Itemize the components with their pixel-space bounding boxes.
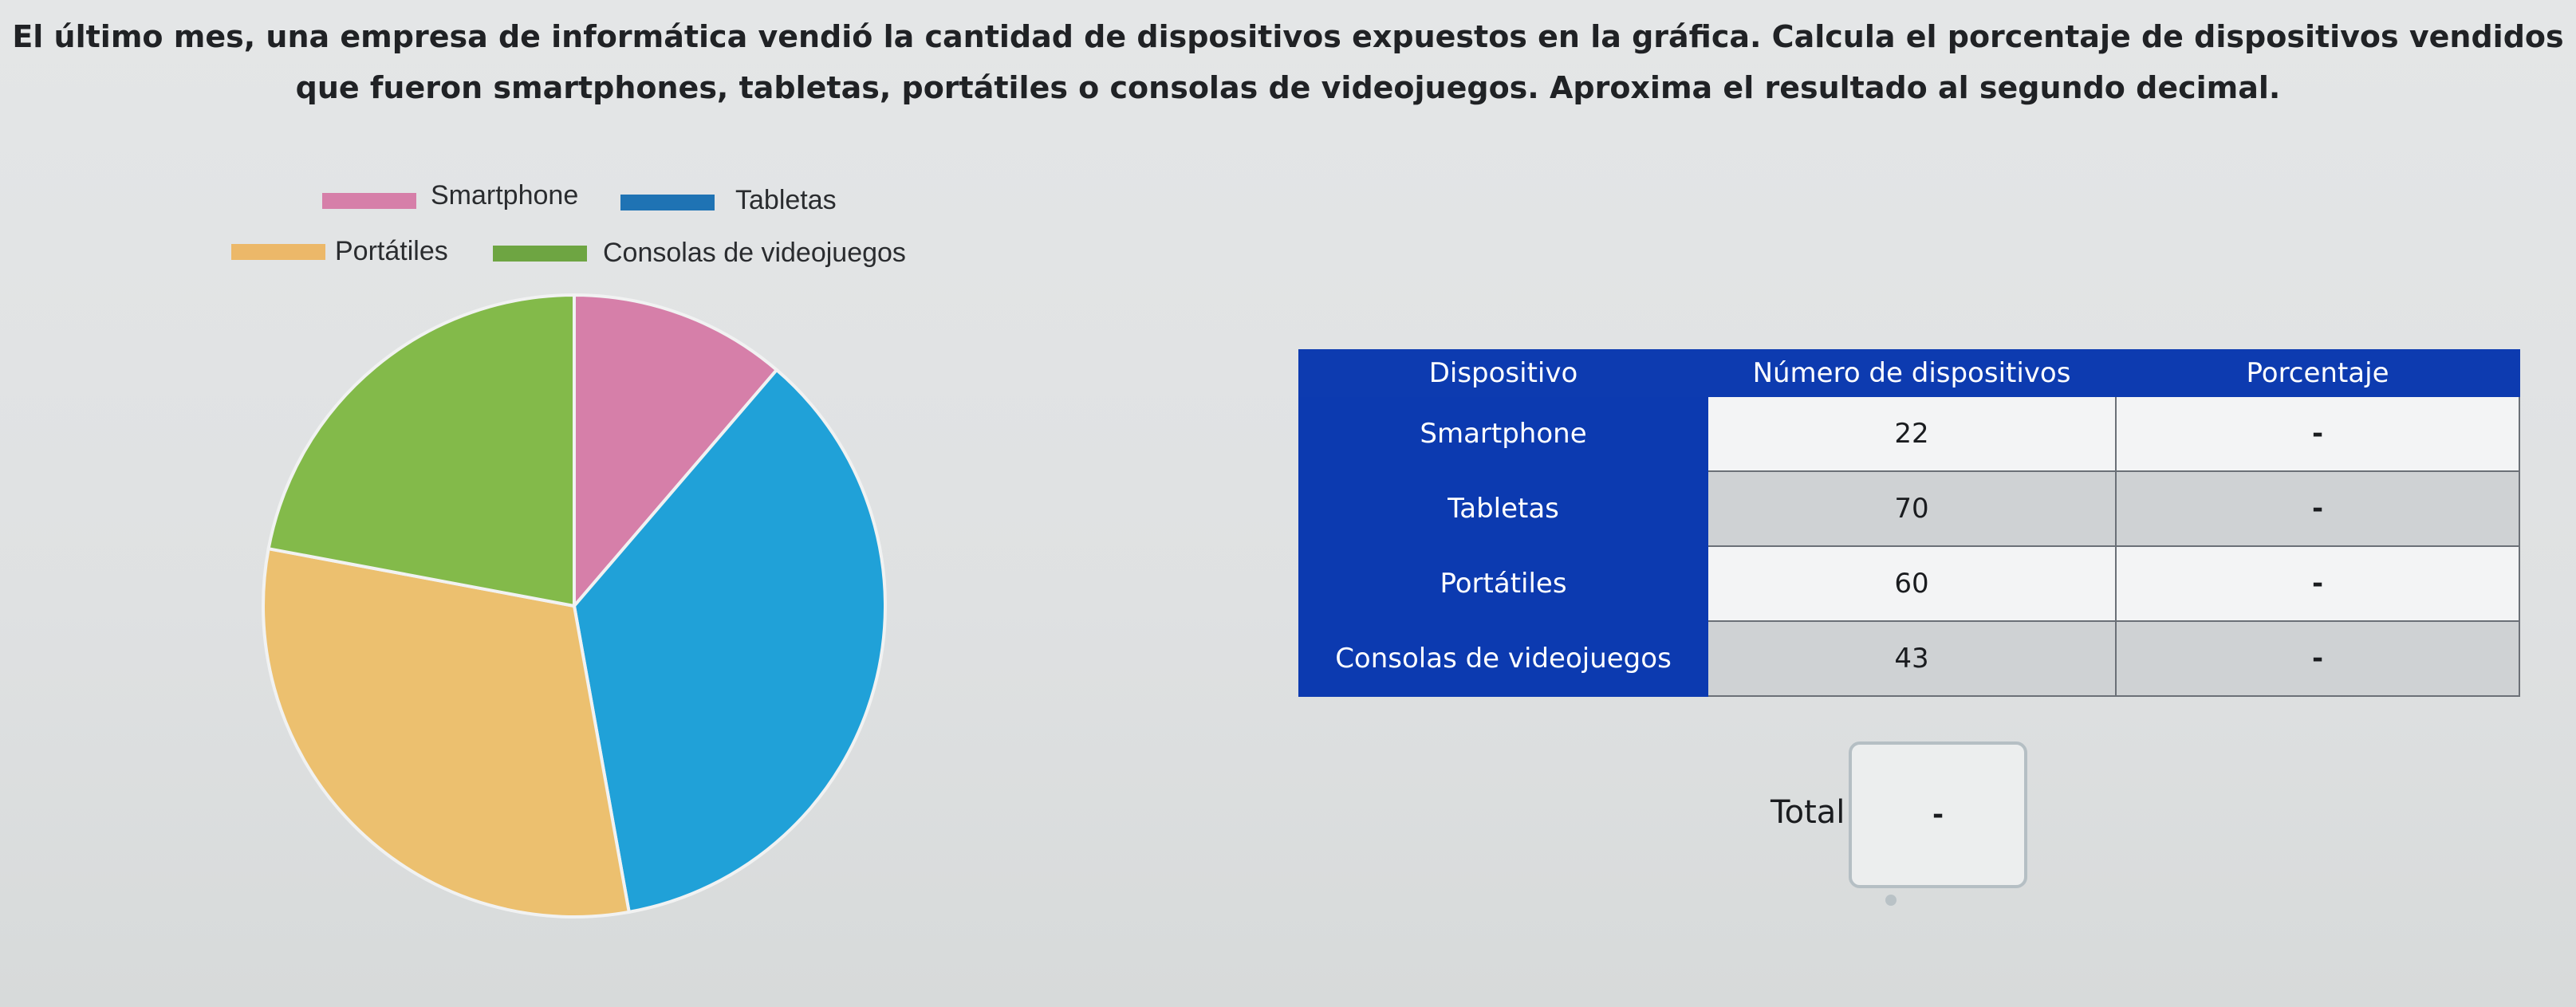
- device-cell: Smartphone: [1298, 395, 1708, 472]
- table-row: Smartphone 22 -: [1298, 395, 2520, 472]
- percent-input[interactable]: -: [2115, 395, 2520, 472]
- pie-slice-tabletas: [572, 368, 887, 915]
- header-porcentaje: Porcentaje: [2115, 349, 2520, 397]
- devices-table: Dispositivo Número de dispositivos Porce…: [1298, 349, 2520, 697]
- indicator-dot: [1885, 895, 1897, 906]
- device-cell: Portátiles: [1298, 545, 1708, 622]
- question-text: El último mes, una empresa de informátic…: [12, 19, 2564, 105]
- percent-input[interactable]: -: [2115, 545, 2520, 622]
- device-cell: Consolas de videojuegos: [1298, 620, 1708, 697]
- legend-label-smartphone: Smartphone: [431, 180, 579, 210]
- legend-label-portatiles: Portátiles: [335, 236, 448, 266]
- pie-slice-smartphone: [573, 293, 779, 611]
- total-label: Total:: [1771, 794, 1856, 831]
- table-row: Tabletas 70 -: [1298, 470, 2520, 547]
- legend-swatch-portatiles: [231, 244, 325, 260]
- legend-swatch-consolas: [493, 246, 587, 262]
- count-cell: 70: [1707, 470, 2117, 547]
- count-cell: 43: [1707, 620, 2117, 697]
- table-header-row: Dispositivo Número de dispositivos Porce…: [1298, 349, 2520, 397]
- count-cell: 60: [1707, 545, 2117, 622]
- percent-input[interactable]: -: [2115, 620, 2520, 697]
- table-row: Portátiles 60 -: [1298, 545, 2520, 622]
- legend-label-consolas: Consolas de videojuegos: [603, 238, 906, 268]
- pie-slice-portátiles: [262, 546, 632, 918]
- legend-swatch-tabletas: [620, 195, 715, 210]
- pie-slice-consolas: [266, 293, 576, 608]
- legend-label-tabletas: Tabletas: [735, 185, 837, 215]
- percent-input[interactable]: -: [2115, 470, 2520, 547]
- header-numero: Número de dispositivos: [1707, 349, 2117, 397]
- pie-chart: [262, 293, 887, 918]
- total-input[interactable]: -: [1849, 741, 2027, 888]
- header-dispositivo: Dispositivo: [1298, 349, 1708, 397]
- device-cell: Tabletas: [1298, 470, 1708, 547]
- table-row: Consolas de videojuegos 43 -: [1298, 620, 2520, 697]
- count-cell: 22: [1707, 395, 2117, 472]
- legend-swatch-smartphone: [322, 193, 416, 209]
